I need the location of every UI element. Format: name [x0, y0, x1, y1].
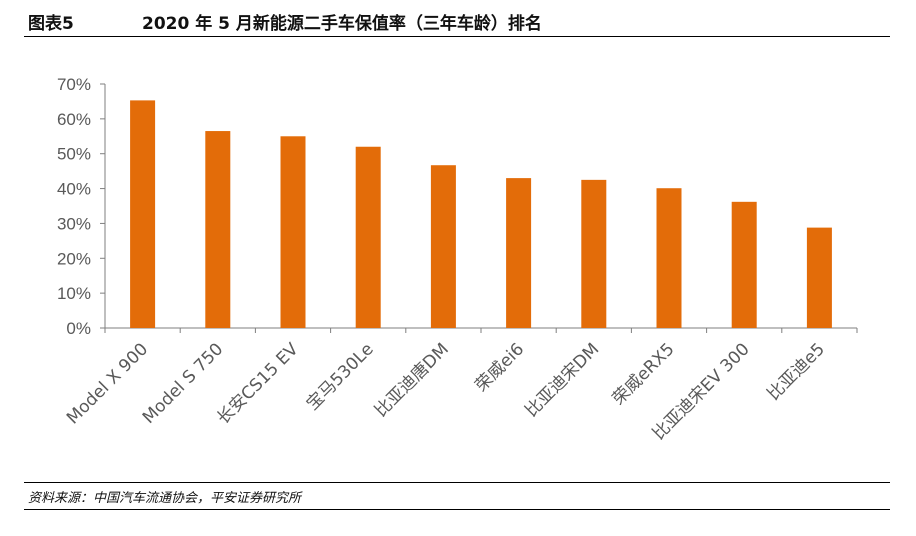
x-tick-label: 荣威ei6 — [472, 339, 529, 396]
x-tick-label: 荣威eRX5 — [609, 339, 679, 409]
figure-title: 2020 年 5 月新能源二手车保值率（三年车龄）排名 — [142, 14, 542, 34]
x-tick-label: Model X 900 — [63, 339, 152, 428]
x-tick-label: 比亚迪宋DM — [521, 339, 603, 421]
bar — [506, 178, 532, 328]
y-tick-label: 40% — [57, 180, 91, 199]
y-tick-label: 70% — [57, 75, 91, 94]
x-tick-label: 宝马530Le — [303, 339, 378, 414]
x-tick-label: 比亚迪e5 — [764, 339, 829, 404]
bar — [280, 136, 306, 328]
bar — [430, 165, 456, 328]
y-tick-label: 60% — [57, 110, 91, 129]
bar — [731, 201, 757, 328]
y-tick-label: 30% — [57, 214, 91, 233]
bar — [656, 188, 682, 328]
figure-label: 图表5 — [28, 14, 74, 34]
x-tick-label: 长安CS15 EV — [213, 339, 302, 428]
source-note: 资料来源：中国汽车流通协会，平安证券研究所 — [24, 482, 890, 510]
y-tick-label: 10% — [57, 284, 91, 303]
bar — [205, 131, 231, 328]
x-tick-label: 比亚迪唐DM — [370, 339, 453, 422]
figure-header: 图表5 2020 年 5 月新能源二手车保值率（三年车龄）排名 — [24, 6, 890, 37]
bar — [581, 179, 607, 328]
source-text: 资料来源：中国汽车流通协会，平安证券研究所 — [28, 491, 302, 506]
bar — [130, 100, 156, 328]
y-tick-label: 0% — [66, 319, 91, 338]
bar — [806, 227, 832, 328]
bar-chart: 0%10%20%30%40%50%60%70%Model X 900Model … — [57, 75, 858, 444]
y-tick-label: 50% — [57, 145, 91, 164]
y-tick-label: 20% — [57, 249, 91, 268]
bar — [355, 146, 381, 328]
